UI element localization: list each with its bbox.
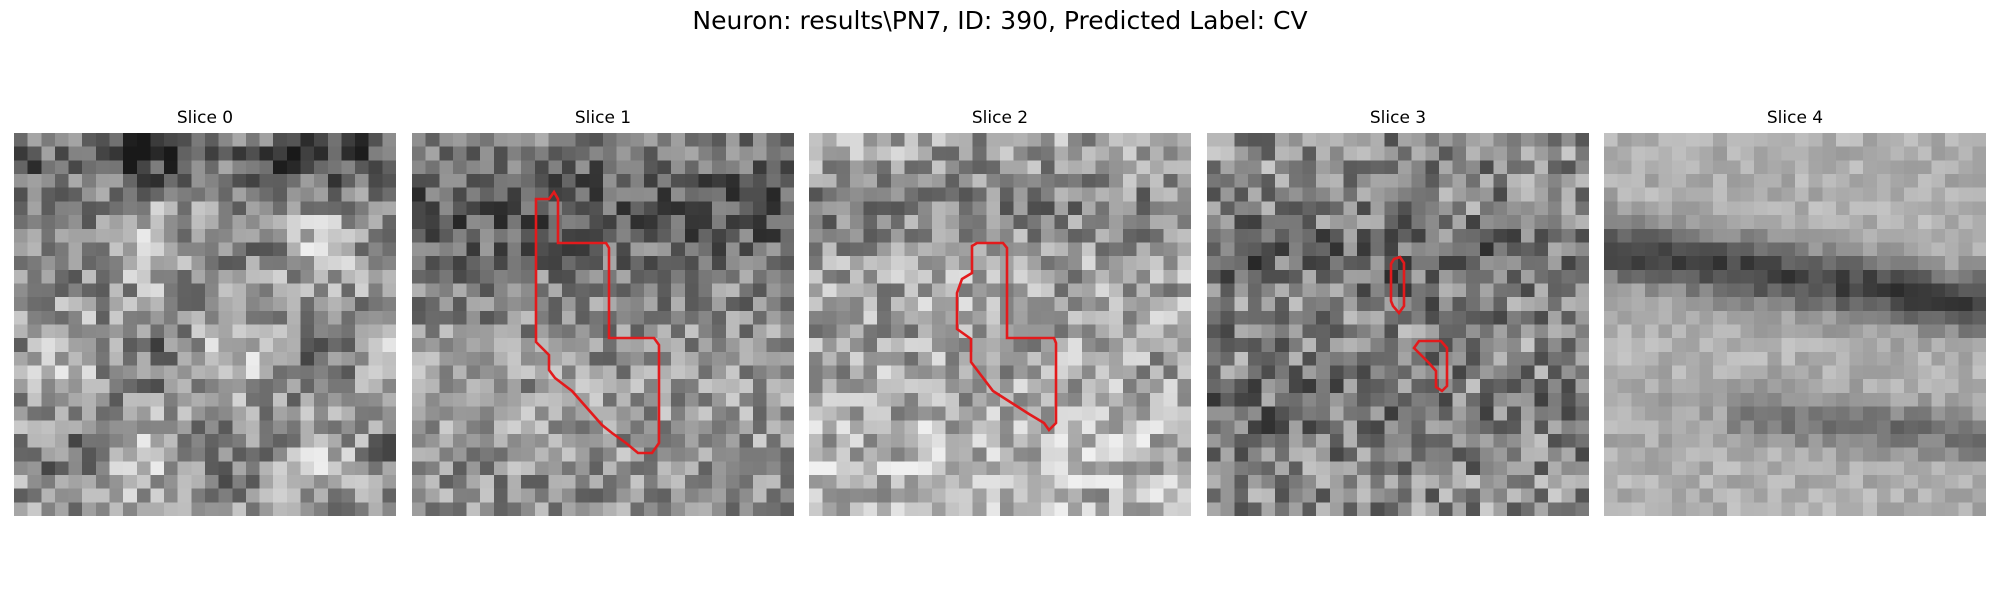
slice-1-pixels [412, 133, 794, 516]
slice-2-image [809, 133, 1191, 516]
slice-1-image [412, 133, 794, 516]
slice-2-contour [955, 241, 1058, 433]
slice-3-contour-layer [1389, 255, 1449, 393]
slice-1-contour-layer [534, 189, 661, 455]
slice-4-title: Slice 4 [1766, 108, 1824, 128]
slice-3-contour-b [1412, 339, 1449, 393]
slice-0-pixels [14, 133, 396, 516]
slice-2-title: Slice 2 [971, 108, 1029, 128]
slice-0-image [14, 133, 396, 516]
figure-title: Neuron: results\PN7, ID: 390, Predicted … [692, 6, 1308, 35]
slice-4-pixels [1604, 133, 1986, 516]
slice-3-contour-a [1389, 255, 1406, 316]
slice-2-contour-layer [955, 241, 1058, 433]
slice-2-pixels [809, 133, 1191, 516]
slice-3-title: Slice 3 [1369, 108, 1427, 128]
slice-3-image [1207, 133, 1589, 516]
slice-0-title: Slice 0 [176, 108, 234, 128]
slice-1-contour [534, 189, 661, 455]
slice-1-title: Slice 1 [574, 108, 632, 128]
slice-4-image [1604, 133, 1986, 516]
slice-3-pixels [1207, 133, 1589, 516]
